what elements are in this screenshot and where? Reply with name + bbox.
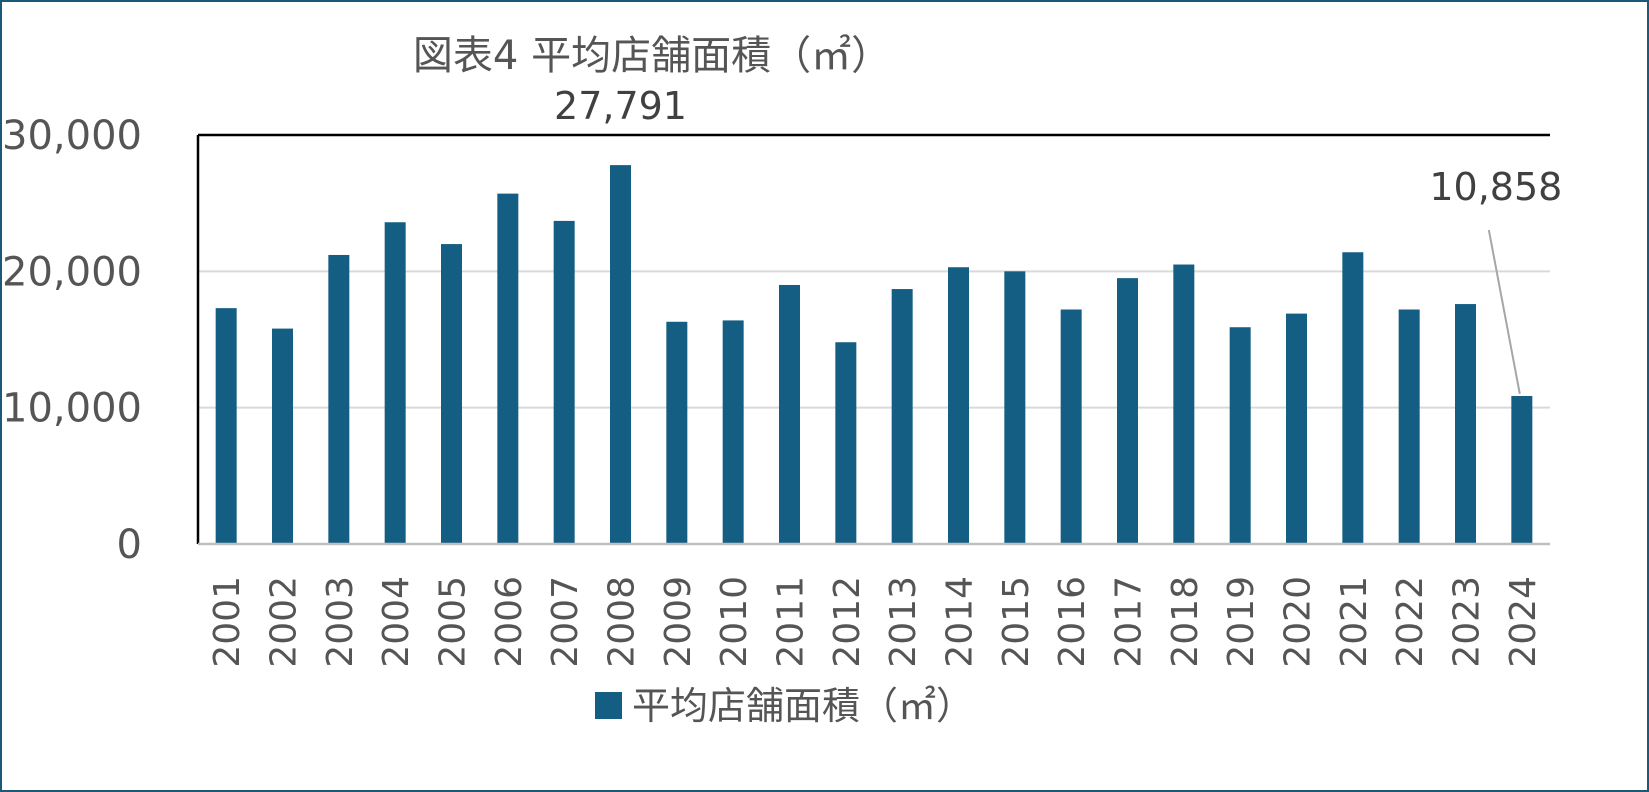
bar [1455, 304, 1476, 544]
bar [1286, 313, 1307, 544]
bar [779, 284, 800, 544]
y-axis-ticks: 0 10,000 20,000 30,000 [2, 113, 142, 568]
x-axis-ticks: 2001 2002 2003 2004 2005 2006 2007 2008 2009 2010… [207, 576, 1544, 668]
x-tick-label: 2022 [1390, 576, 1431, 668]
x-tick-label: 2020 [1278, 576, 1319, 668]
bar [215, 308, 237, 544]
chart-title: 図表4 平均店舗面積（㎡） [413, 33, 891, 79]
y-tick-label: 20,000 [2, 249, 142, 295]
bar [553, 220, 575, 544]
x-tick-label: 2013 [883, 576, 924, 668]
x-tick-label: 2004 [376, 576, 417, 668]
x-tick-label: 2005 [433, 576, 474, 668]
legend-swatch [595, 692, 622, 719]
bar [272, 328, 293, 544]
x-tick-label: 2016 [1052, 576, 1093, 668]
bar [497, 193, 519, 544]
gridlines [198, 270, 1550, 409]
x-tick-label: 2018 [1165, 576, 1206, 668]
x-tick-label: 2006 [489, 576, 530, 668]
y-tick-label: 10,000 [2, 386, 142, 432]
bar [610, 165, 631, 544]
x-tick-label: 2002 [264, 576, 305, 668]
data-label: 10,858 [1429, 165, 1562, 209]
axes [196, 133, 1550, 546]
bar [1229, 327, 1251, 544]
bars [215, 165, 1533, 545]
x-tick-label: 2015 [996, 576, 1037, 668]
bar [384, 222, 406, 544]
bar [666, 321, 688, 544]
bar [1511, 395, 1533, 544]
bar [1117, 278, 1138, 544]
data-labels: 27,791 10,858 [554, 84, 1562, 395]
bar [328, 254, 350, 544]
legend: 平均店舗面積（㎡） [595, 684, 974, 728]
y-tick-label: 0 [117, 522, 142, 568]
x-tick-label: 2007 [545, 576, 586, 668]
x-tick-label: 2021 [1334, 576, 1375, 668]
bar [835, 342, 857, 544]
x-tick-label: 2014 [940, 576, 981, 668]
legend-label: 平均店舗面積（㎡） [632, 684, 974, 728]
x-tick-label: 2012 [827, 576, 868, 668]
bar [1342, 252, 1364, 544]
x-tick-label: 2011 [771, 576, 812, 668]
bar [891, 289, 913, 544]
bar [1004, 271, 1026, 544]
bar [1398, 309, 1420, 544]
bar [1173, 264, 1195, 544]
x-tick-label: 2003 [320, 576, 361, 668]
y-tick-label: 30,000 [2, 113, 142, 159]
x-tick-label: 2023 [1447, 576, 1488, 668]
data-label: 27,791 [554, 84, 687, 128]
bar [1060, 309, 1082, 544]
bar [722, 320, 744, 544]
x-tick-label: 2017 [1109, 576, 1150, 668]
bar [441, 244, 462, 545]
bar [948, 267, 969, 544]
data-label-leader-line [1487, 229, 1521, 395]
x-tick-label: 2008 [602, 576, 643, 668]
x-tick-label: 2010 [714, 576, 755, 668]
x-tick-label: 2019 [1221, 576, 1262, 668]
x-tick-label: 2001 [207, 576, 248, 668]
x-tick-label: 2024 [1503, 576, 1544, 668]
x-tick-label: 2009 [658, 576, 699, 668]
